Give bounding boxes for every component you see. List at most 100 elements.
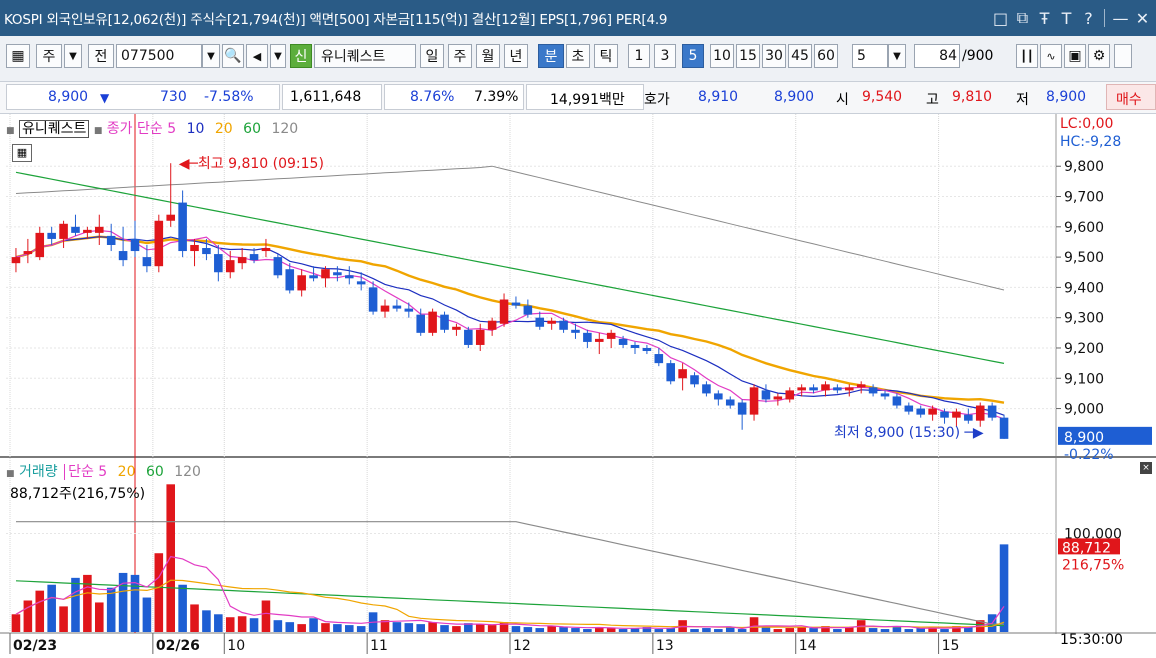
candle-body	[309, 275, 318, 279]
candle-body	[559, 320, 568, 330]
period-week-tab[interactable]: 주	[448, 44, 472, 68]
candle-body	[106, 235, 116, 245]
y-tick-label: 9,400	[1064, 280, 1104, 296]
quote-bar: 8,900 ▼ 730 -7.58% 1,611,648 8.76% 7.39%…	[0, 82, 1156, 114]
current-price-tag	[1058, 426, 1152, 445]
volume-bar	[178, 584, 187, 632]
candle-body	[380, 305, 390, 312]
scope-all-button[interactable]: 전	[88, 44, 114, 68]
volume-bar	[452, 626, 461, 632]
candle-body	[725, 399, 735, 406]
candle-body	[666, 363, 675, 382]
candle-body	[225, 260, 235, 273]
period-tick-tab[interactable]: 틱	[594, 44, 618, 68]
stock-name-field[interactable]: 유니퀘스트	[314, 44, 416, 68]
period-minute-tab[interactable]: 분	[538, 44, 564, 68]
volume-bar	[690, 629, 699, 632]
volume-bar	[261, 600, 271, 632]
table-icon[interactable]: ▦	[12, 144, 32, 162]
candle-body	[821, 384, 830, 391]
volume-bar	[892, 627, 902, 632]
buy-button-label[interactable]: 매수	[1116, 92, 1142, 108]
volume-bar	[83, 574, 92, 632]
current-pct-label: -0.22%	[1064, 447, 1114, 463]
chevron-down-icon[interactable]: ▼	[888, 44, 906, 68]
interval-60-button[interactable]: 60	[814, 44, 838, 68]
stock-code-input[interactable]: 077500	[116, 44, 202, 68]
minimize-icon[interactable]: —	[1112, 8, 1129, 28]
candle-body	[178, 202, 187, 252]
legend-vol-ma120: 120	[174, 464, 201, 480]
interval-1-button[interactable]: 1	[628, 44, 650, 68]
volume-bar	[440, 625, 449, 632]
panel-marker-icon: ■	[6, 469, 15, 479]
amount-box	[526, 84, 644, 110]
candle-body	[678, 369, 687, 379]
interval-5-button[interactable]: 5	[682, 44, 704, 68]
volume-bar	[333, 624, 342, 632]
candle-body	[249, 254, 259, 261]
volume-bar	[785, 628, 795, 632]
vol-ma60-line	[15, 580, 1005, 627]
volume-bar	[916, 628, 925, 632]
candle-count-input[interactable]: 84	[914, 44, 960, 68]
market-type-select[interactable]: 주	[36, 44, 62, 68]
interval-3-button[interactable]: 3	[654, 44, 676, 68]
candle-body	[702, 384, 711, 394]
interval-15-button[interactable]: 15	[736, 44, 760, 68]
indicator-icon[interactable]: ∿	[1040, 44, 1062, 68]
layout-icon[interactable]: ▦	[6, 44, 30, 68]
time-readout: 15:30:00	[1060, 632, 1123, 648]
font-icon[interactable]: T	[1061, 8, 1072, 28]
price-change-rate: -7.58%	[204, 89, 254, 105]
search-icon[interactable]: 🔍	[222, 44, 244, 68]
candle-body	[118, 251, 128, 261]
volume-bar	[190, 604, 199, 632]
volume-bar	[225, 617, 235, 632]
save-icon[interactable]: ▣	[1064, 44, 1086, 68]
ma120-line	[15, 165, 1005, 291]
volume-bar	[559, 627, 568, 632]
pin-icon[interactable]: Ŧ	[1039, 8, 1050, 28]
chevron-down-icon[interactable]: ▼	[64, 44, 82, 68]
legend-vol-ma20: 20	[117, 464, 136, 480]
buy-button[interactable]	[1106, 84, 1156, 110]
help-icon[interactable]: ?	[1084, 8, 1093, 28]
period-year-tab[interactable]: 년	[504, 44, 528, 68]
speaker-icon[interactable]: ◀	[246, 44, 268, 68]
volume-bar	[47, 584, 56, 632]
candle-body	[880, 393, 890, 397]
chart-area[interactable]: 02/23 02/26 10 11 12 13 14 15 9,800 9,700 9,600 9,5…	[0, 114, 1156, 658]
restore-icon[interactable]: □	[992, 8, 1009, 28]
copy-icon[interactable]: ⧉	[1016, 8, 1029, 27]
gear-icon[interactable]: ⚙	[1088, 44, 1110, 68]
interval-30-button[interactable]: 30	[762, 44, 786, 68]
volume-bar	[71, 577, 80, 632]
y-tick-label: 9,800	[1064, 159, 1104, 175]
option-checkbox[interactable]	[1114, 44, 1132, 68]
candle-body	[130, 238, 140, 252]
trade-volume: 1,611,648	[290, 89, 362, 105]
candle-type-icon[interactable]: ┃┃	[1016, 44, 1038, 68]
period-day-tab[interactable]: 일	[420, 44, 444, 68]
candlestick-chart[interactable]: 02/23 02/26 10 11 12 13 14 15 9,800 9,700 9,600 9,5…	[0, 114, 1156, 658]
close-icon[interactable]: ×	[1140, 462, 1152, 474]
legend-stock-name[interactable]: 유니퀘스트	[18, 120, 90, 138]
interval-45-button[interactable]: 45	[788, 44, 812, 68]
interval-unit-input[interactable]: 5	[852, 44, 888, 68]
x-tick-label: 02/26	[156, 638, 200, 654]
window-controls: □ ⧉ Ŧ T ? — ✕	[991, 0, 1152, 36]
period-month-tab[interactable]: 월	[476, 44, 500, 68]
candle-body	[345, 275, 354, 279]
chevron-down-icon[interactable]: ▼	[202, 44, 220, 68]
candle-body	[547, 320, 556, 324]
close-icon[interactable]: ✕	[1135, 8, 1150, 28]
current-price-label: 8,900	[1064, 430, 1104, 446]
candle-body	[59, 223, 68, 239]
period-second-tab[interactable]: 초	[566, 44, 590, 68]
candle-body	[440, 314, 449, 330]
current-volume-tag	[1058, 538, 1120, 555]
chevron-down-icon[interactable]: ▼	[270, 44, 286, 68]
volume-bar	[833, 629, 842, 632]
interval-10-button[interactable]: 10	[710, 44, 734, 68]
